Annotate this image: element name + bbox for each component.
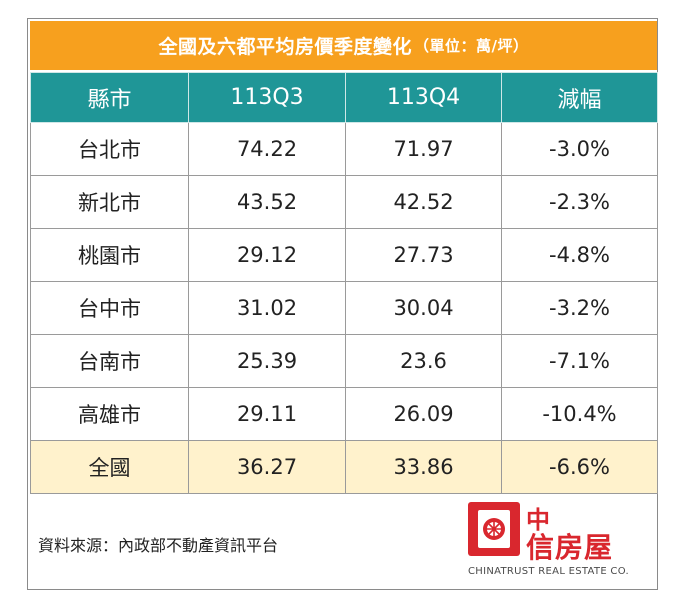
cell-q3: 29.12 <box>188 228 346 282</box>
chinatrust-logo-icon <box>468 502 520 556</box>
cell-q4: 26.09 <box>345 387 502 441</box>
header-q3: 113Q3 <box>188 72 346 123</box>
table-title: 全國及六都平均房價季度變化 <box>158 36 413 58</box>
table-row: 新北市 43.52 42.52 -2.3% <box>30 175 658 229</box>
cell-decline: -4.8% <box>501 228 658 282</box>
cell-city: 全國 <box>30 440 189 494</box>
cell-q3: 74.22 <box>188 122 346 176</box>
cell-decline: -7.1% <box>501 334 658 388</box>
header-decline: 減幅 <box>501 72 658 123</box>
cell-q3: 36.27 <box>188 440 346 494</box>
logo-text-line1: 中 <box>526 506 550 534</box>
cell-decline: -2.3% <box>501 175 658 229</box>
cell-city: 桃園市 <box>30 228 189 282</box>
table-title-bar: 全國及六都平均房價季度變化 （單位：萬/坪） <box>30 21 657 70</box>
cell-q3: 31.02 <box>188 281 346 335</box>
cell-q4: 71.97 <box>345 122 502 176</box>
cell-q3: 25.39 <box>188 334 346 388</box>
price-table: 縣市 113Q3 113Q4 減幅 台北市 74.22 71.97 -3.0% … <box>30 72 658 494</box>
table-footer: 資料來源：內政部不動產資訊平台 <box>30 492 657 588</box>
cell-decline: -10.4% <box>501 387 658 441</box>
cell-decline: -3.0% <box>501 122 658 176</box>
cell-q4: 30.04 <box>345 281 502 335</box>
cell-city: 台南市 <box>30 334 189 388</box>
cell-q4: 23.6 <box>345 334 502 388</box>
cell-q4: 33.86 <box>345 440 502 494</box>
cell-decline: -6.6% <box>501 440 658 494</box>
table-row: 台北市 74.22 71.97 -3.0% <box>30 122 658 176</box>
table-row-national: 全國 36.27 33.86 -6.6% <box>30 440 658 494</box>
header-q4: 113Q4 <box>345 72 502 123</box>
table-title-unit: （單位：萬/坪） <box>414 37 529 55</box>
cell-city: 台北市 <box>30 122 189 176</box>
cell-q3: 43.52 <box>188 175 346 229</box>
cell-q4: 42.52 <box>345 175 502 229</box>
cell-decline: -3.2% <box>501 281 658 335</box>
cell-q3: 29.11 <box>188 387 346 441</box>
logo-english-name: CHINATRUST REAL ESTATE CO. <box>468 566 629 577</box>
header-city: 縣市 <box>30 72 189 123</box>
cell-city: 新北市 <box>30 175 189 229</box>
table-row: 高雄市 29.11 26.09 -10.4% <box>30 387 658 441</box>
table-row: 台中市 31.02 30.04 -3.2% <box>30 281 658 335</box>
table-row: 台南市 25.39 23.6 -7.1% <box>30 334 658 388</box>
cell-city: 高雄市 <box>30 387 189 441</box>
table-row: 桃園市 29.12 27.73 -4.8% <box>30 228 658 282</box>
table-header-row: 縣市 113Q3 113Q4 減幅 <box>30 72 658 123</box>
cell-q4: 27.73 <box>345 228 502 282</box>
source-note: 資料來源：內政部不動產資訊平台 <box>38 536 279 555</box>
company-logo: 中 信房屋 CHINATRUST REAL ESTATE CO. <box>468 500 648 588</box>
cell-city: 台中市 <box>30 281 189 335</box>
logo-text-line2: 信房屋 <box>526 531 614 564</box>
